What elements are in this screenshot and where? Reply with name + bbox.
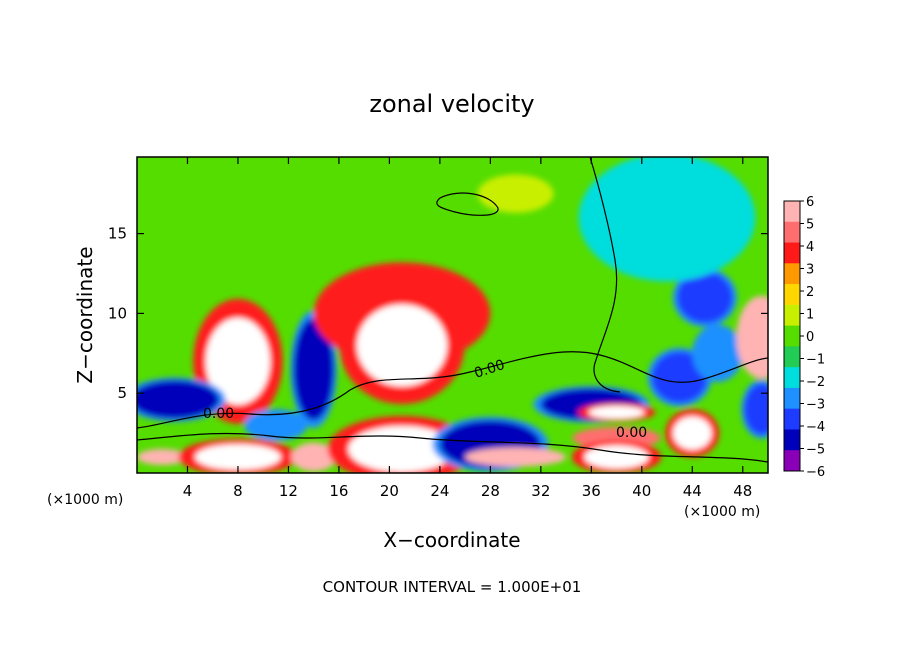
colorbar-swatch-0 <box>784 201 800 223</box>
feature-18 <box>677 271 733 323</box>
x-tick-label-5: 24 <box>430 482 449 500</box>
x-tick-label-3: 16 <box>329 482 348 500</box>
feature-24 <box>477 174 554 213</box>
x-unit-label-left: (×1000 m) <box>47 492 123 508</box>
x-tick-label-4: 20 <box>380 482 399 500</box>
feature-3 <box>195 444 281 470</box>
feature-16 <box>584 445 649 469</box>
colorbar: 6 5 4 3 2 1 0 −1 −2 −3 −4 −5 −6 <box>783 195 825 480</box>
zero-contour-east <box>589 157 621 393</box>
x-tick-label-11: 48 <box>733 482 752 500</box>
colorbar-label-7: −1 <box>806 353 825 368</box>
feature-12 <box>465 447 567 467</box>
feature-14 <box>588 405 645 419</box>
zero-contour-cell <box>436 192 499 216</box>
x-unit-label-right: (×1000 m) <box>684 504 760 520</box>
x-tick-label-8: 36 <box>582 482 601 500</box>
feature-8 <box>356 304 448 387</box>
colorbar-swatch-10 <box>784 408 800 430</box>
feature-22 <box>744 383 768 435</box>
colorbar-label-4: 2 <box>806 285 814 300</box>
colorbar-swatch-8 <box>784 367 800 389</box>
x-axis-ticks: 4 8 12 16 20 24 28 32 36 40 44 48 <box>183 157 752 500</box>
x-tick-label-6: 28 <box>481 482 500 500</box>
feature-19 <box>651 351 708 403</box>
feature-21 <box>736 295 768 379</box>
x-tick-label-1: 8 <box>233 482 243 500</box>
contour-interval-footer: CONTOUR INTERVAL = 1.000E+01 <box>323 578 582 596</box>
zero-contour-bottom <box>137 432 768 463</box>
colorbar-swatch-3 <box>784 263 800 285</box>
contour-label-3: 0.00 <box>616 425 647 441</box>
colorbar-label-12: −6 <box>806 465 825 480</box>
colorbar-label-6: 0 <box>806 330 814 345</box>
feature-2 <box>137 380 220 419</box>
zero-contours <box>137 157 768 463</box>
chart-title: zonal velocity <box>369 90 534 118</box>
colorbar-label-3: 3 <box>806 263 814 278</box>
feature-17 <box>672 416 712 450</box>
feature-4 <box>293 318 334 421</box>
colorbar-swatch-6 <box>784 325 800 347</box>
colorbar-label-9: −3 <box>806 398 825 413</box>
feature-0 <box>205 317 271 405</box>
colorbar-swatch-1 <box>784 221 800 244</box>
feature-5 <box>290 442 337 472</box>
feature-23 <box>578 157 756 282</box>
colorbar-swatch-7 <box>784 346 800 368</box>
x-tick-label-2: 12 <box>279 482 298 500</box>
colorbar-label-1: 5 <box>806 218 814 233</box>
colorbar-swatch-11 <box>784 429 800 451</box>
x-tick-label-10: 44 <box>683 482 702 500</box>
colorbar-label-10: −4 <box>806 420 825 435</box>
colorbar-swatch-12 <box>784 450 800 472</box>
colorbar-swatch-9 <box>784 387 800 410</box>
y-tick-label-1: 10 <box>108 304 127 322</box>
colorbar-label-11: −5 <box>806 443 825 458</box>
colorbar-swatch-2 <box>784 242 800 264</box>
x-axis-label: X−coordinate <box>383 528 520 552</box>
x-tick-label-9: 40 <box>632 482 651 500</box>
colorbar-label-8: −2 <box>806 375 825 390</box>
y-tick-label-2: 15 <box>108 225 127 243</box>
colorbar-label-2: 4 <box>806 240 814 255</box>
colorbar-swatch-4 <box>784 284 800 306</box>
plot-frame <box>136 156 769 474</box>
y-tick-label-0: 5 <box>117 384 127 402</box>
colorbar-label-0: 6 <box>806 195 814 210</box>
x-tick-label-7: 32 <box>531 482 550 500</box>
feature-6 <box>244 409 308 442</box>
colorbar-label-5: 1 <box>806 308 814 323</box>
x-tick-label-0: 4 <box>183 482 193 500</box>
feature-1 <box>137 449 188 466</box>
feature-9 <box>348 426 456 473</box>
y-axis-label: Z−coordinate <box>73 246 97 383</box>
contour-label-1: 0.00 <box>203 406 234 422</box>
colorbar-swatch-5 <box>784 304 800 327</box>
plot-area: 0.00 0.00 0.00 <box>137 157 768 473</box>
velocity-features <box>137 157 768 473</box>
feature-20 <box>692 324 743 383</box>
zero-contour-lower <box>137 351 768 429</box>
y-axis-ticks: 5 10 15 <box>108 225 768 402</box>
